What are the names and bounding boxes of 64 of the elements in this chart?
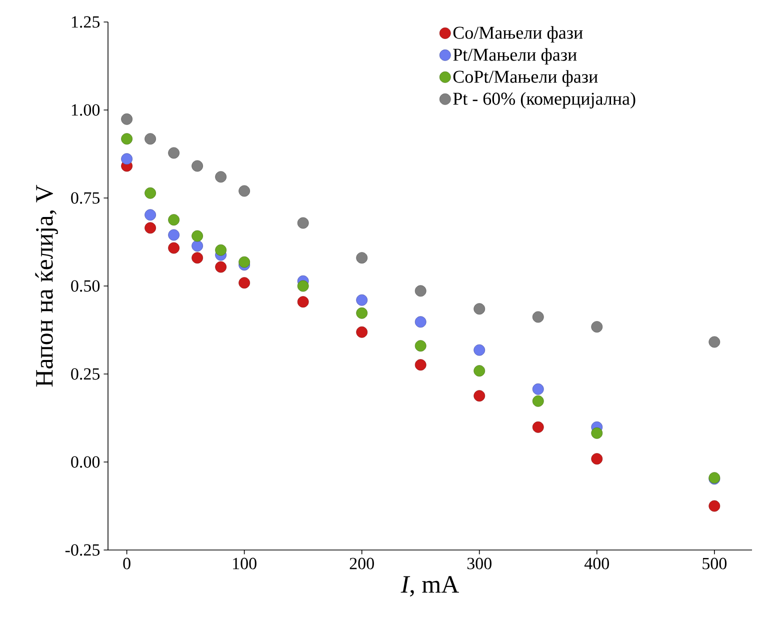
point	[414, 359, 426, 371]
point	[121, 153, 133, 165]
point	[144, 209, 156, 221]
y-tick-label: 0.75	[71, 192, 100, 204]
y-axis-title: Напон на ќелија, V	[35, 184, 58, 387]
x-axis-title: I, mA	[400, 576, 459, 596]
point	[414, 285, 426, 297]
point	[121, 133, 133, 145]
point	[297, 280, 309, 292]
legend-label: Co/Мањели фази	[453, 26, 583, 43]
point	[474, 390, 486, 402]
point	[414, 340, 426, 352]
point	[532, 421, 544, 433]
point	[356, 294, 368, 306]
point	[591, 453, 603, 465]
x-tick-label: 200	[350, 558, 374, 570]
point	[144, 133, 156, 145]
point	[168, 214, 180, 226]
point	[297, 217, 309, 229]
point	[144, 187, 156, 199]
point	[414, 316, 426, 328]
point	[215, 244, 227, 256]
point	[192, 230, 204, 242]
point	[192, 240, 204, 252]
legend-label: CoPt/Мањели фази	[453, 70, 598, 86]
point	[474, 365, 486, 377]
point	[215, 171, 227, 183]
x-tick-label: 0	[123, 558, 130, 570]
legend-label: Pt - 60% (комерцијална)	[453, 92, 636, 108]
point	[532, 383, 544, 395]
point	[192, 252, 204, 264]
y-tick-label: 0.25	[71, 368, 100, 380]
point	[192, 160, 204, 172]
y-tick-label: -0.25	[65, 544, 100, 556]
y-tick-label: 0.00	[71, 456, 100, 468]
point	[356, 326, 368, 338]
point	[297, 296, 309, 308]
point	[168, 147, 180, 159]
point	[474, 344, 486, 356]
point	[532, 395, 544, 407]
y-tick-label: 0.50	[71, 280, 100, 292]
point	[238, 277, 250, 289]
point	[356, 307, 368, 319]
x-tick-label: 300	[467, 558, 492, 570]
point	[168, 229, 180, 241]
x-tick-label: 500	[702, 558, 727, 570]
point	[708, 500, 720, 512]
x-tick-label: 400	[584, 558, 609, 570]
x-tick-label: 100	[233, 558, 256, 570]
point	[168, 242, 180, 254]
point	[238, 185, 250, 197]
point	[474, 303, 486, 315]
point	[121, 113, 133, 125]
y-tick-label: 1.25	[72, 16, 100, 28]
point	[591, 321, 603, 333]
point	[238, 256, 250, 268]
point	[144, 222, 156, 234]
point	[591, 427, 603, 439]
point	[215, 261, 227, 273]
point	[708, 336, 720, 348]
point	[356, 252, 368, 264]
y-tick-label: 1.00	[72, 104, 100, 116]
legend-label: Pt/Мањели фази	[453, 48, 577, 64]
point	[532, 311, 544, 323]
